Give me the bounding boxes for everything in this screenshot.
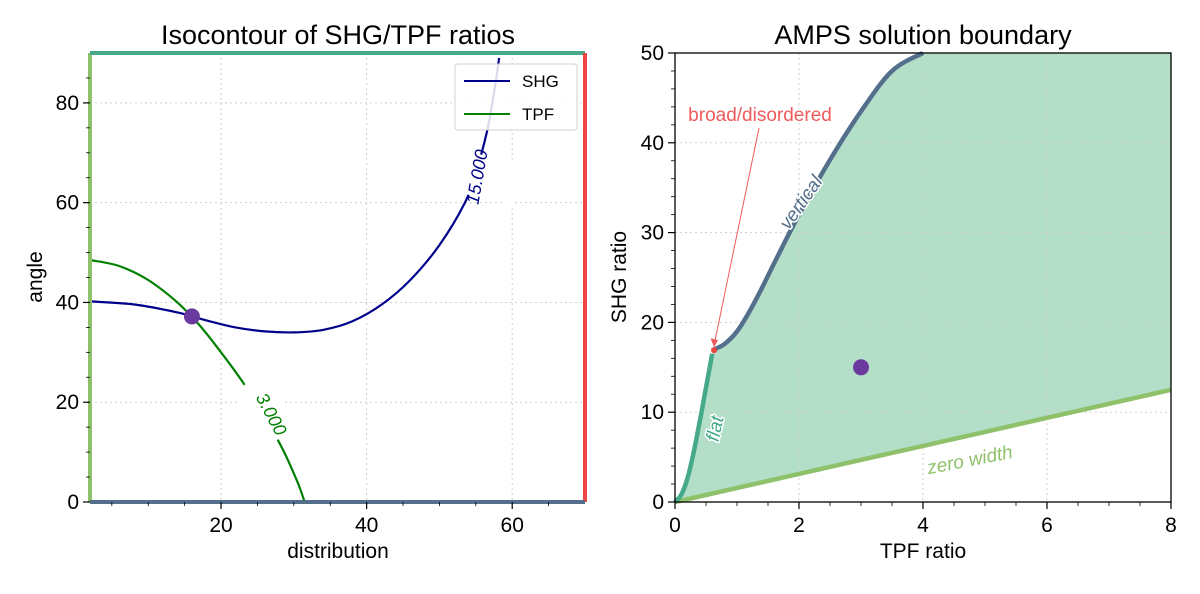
- left-x-axis-label: distribution: [287, 540, 389, 563]
- left-y-tick-label: 20: [56, 391, 79, 414]
- left-y-axis-label: angle: [24, 251, 47, 302]
- left-x-tick-label: 20: [209, 514, 232, 537]
- right-y-tick-label: 0: [652, 491, 664, 514]
- right-x-axis-label: TPF ratio: [880, 540, 966, 563]
- legend: SHG TPF: [454, 63, 578, 131]
- right-y-tick-label: 20: [641, 311, 664, 334]
- left-y-tick-label: 80: [56, 92, 79, 115]
- annotation-arrow-head: [710, 338, 719, 348]
- series-line-shg: [89, 57, 501, 334]
- right-boundaries: [673, 51, 1172, 505]
- right-x-tick-label: 0: [669, 514, 681, 537]
- tpf-contour-label-gap: [232, 372, 298, 448]
- annotation-broad-disordered: broad/disordered: [688, 105, 832, 126]
- right-y-tick-label: 10: [641, 401, 664, 424]
- right-y-tick-label: 40: [641, 132, 664, 155]
- left-x-tick-label: 60: [501, 514, 524, 537]
- right-marker: [853, 359, 869, 376]
- right-annotation: [710, 127, 760, 354]
- left-chart-title: Isocontour of SHG/TPF ratios: [161, 20, 515, 50]
- right-ticks: 0 2 4 6 8 0 10 20 30 40 50: [641, 42, 1177, 537]
- right-x-tick-label: 8: [1165, 514, 1177, 537]
- right-x-tick-label: 4: [917, 514, 929, 537]
- left-x-tick-label: 40: [355, 514, 378, 537]
- boundary-zero-width: [674, 387, 1172, 505]
- right-y-axis-label: SHG ratio: [608, 231, 631, 323]
- intersection-point: [183, 308, 200, 325]
- boundary-flat: [673, 353, 715, 504]
- left-marker: [183, 308, 200, 325]
- boundary-label-zero-width: zero width: [924, 442, 1014, 479]
- right-x-tick-label: 2: [793, 514, 805, 537]
- current-ratio-point: [853, 359, 869, 376]
- left-y-tick-label: 0: [67, 491, 79, 514]
- annotation-arrow-line: [713, 127, 760, 346]
- right-chart-title: AMPS solution boundary: [774, 20, 1072, 50]
- legend-label-tpf: TPF: [522, 105, 554, 124]
- right-y-tick-label: 30: [641, 222, 664, 245]
- left-ticks: 20 40 60 0 20 40 60 80: [56, 77, 550, 537]
- shg-contour-label-gap: [429, 144, 523, 206]
- annotation-point: [711, 347, 718, 354]
- series-line-tpf: [89, 258, 306, 503]
- right-x-tick-label: 6: [1041, 514, 1053, 537]
- left-y-tick-label: 60: [56, 192, 79, 215]
- left-series: [89, 57, 523, 503]
- right-y-tick-label: 50: [641, 42, 664, 65]
- legend-label-shg: SHG: [522, 72, 559, 91]
- boundary-vertical: [711, 51, 925, 353]
- left-y-tick-label: 40: [56, 291, 79, 314]
